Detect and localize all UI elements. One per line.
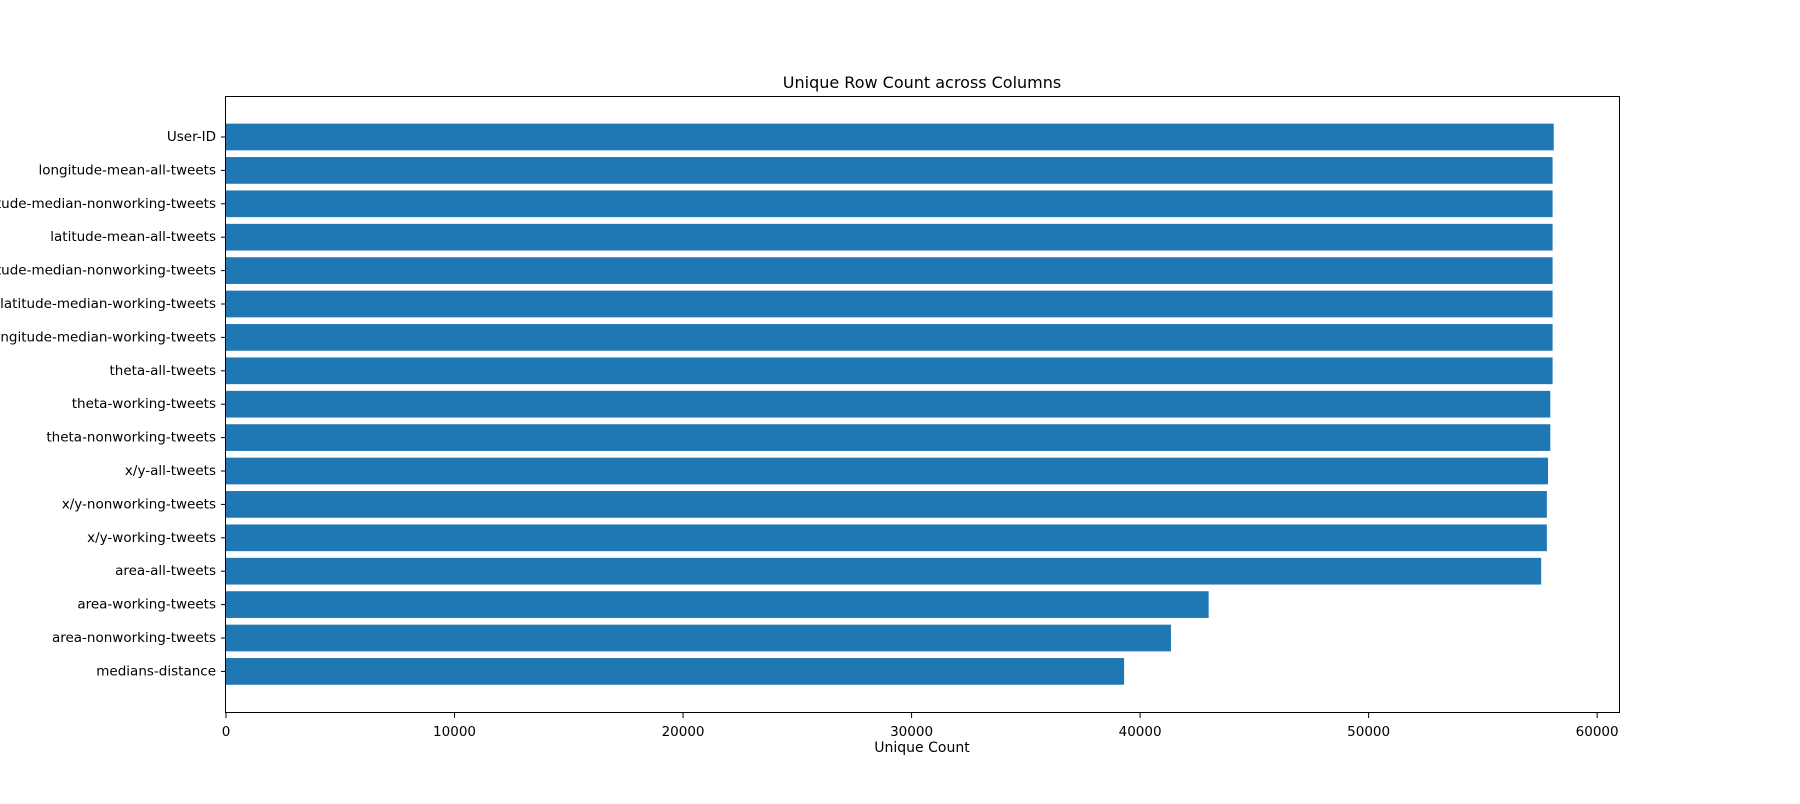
y-tick-label: longitude-median-working-tweets bbox=[0, 329, 216, 345]
y-tick-label: area-working-tweets bbox=[77, 597, 216, 613]
bar bbox=[226, 324, 1553, 351]
y-tick-label: latitude-mean-all-tweets bbox=[50, 229, 216, 245]
y-tick-label: longitude-median-nonworking-tweets bbox=[0, 196, 216, 212]
y-tick-label: x/y-nonworking-tweets bbox=[62, 496, 216, 512]
y-tick-label: area-all-tweets bbox=[115, 563, 216, 579]
bar bbox=[226, 390, 1551, 418]
x-tick-label: 60000 bbox=[1576, 724, 1619, 740]
bar bbox=[226, 557, 1542, 585]
bar bbox=[226, 491, 1547, 518]
bar bbox=[226, 457, 1549, 485]
y-tick-label: theta-all-tweets bbox=[109, 363, 216, 379]
x-tick-label: 30000 bbox=[890, 724, 933, 740]
bar bbox=[226, 524, 1547, 552]
y-tick-label: medians-distance bbox=[96, 663, 216, 679]
x-tick-label: 20000 bbox=[662, 724, 705, 740]
bar bbox=[226, 591, 1209, 618]
y-tick-label: theta-working-tweets bbox=[72, 396, 216, 412]
bar bbox=[226, 123, 1554, 151]
x-tick-label: 0 bbox=[222, 724, 231, 740]
y-tick-label: latitude-median-nonworking-tweets bbox=[0, 263, 216, 279]
x-tick-label: 10000 bbox=[433, 724, 476, 740]
x-tick-label: 40000 bbox=[1119, 724, 1162, 740]
bar bbox=[226, 424, 1551, 451]
bar bbox=[226, 157, 1553, 184]
chart-title: Unique Row Count across Columns bbox=[783, 73, 1061, 92]
y-tick-label: longitude-mean-all-tweets bbox=[38, 162, 216, 178]
bar bbox=[226, 190, 1553, 218]
y-axis: User-ID longitude-mean-all-tweets longitud… bbox=[0, 129, 226, 679]
y-tick-label: User-ID bbox=[167, 129, 216, 145]
bar bbox=[226, 658, 1125, 685]
bar bbox=[226, 357, 1553, 385]
bar bbox=[226, 290, 1553, 318]
y-tick-label: theta-nonworking-tweets bbox=[46, 430, 216, 446]
bar bbox=[226, 624, 1171, 652]
y-tick-label: x/y-working-tweets bbox=[87, 530, 216, 546]
x-axis-label: Unique Count bbox=[874, 740, 970, 756]
plot-frame bbox=[225, 96, 1620, 713]
bars-layer bbox=[226, 123, 1554, 685]
bar bbox=[226, 257, 1553, 284]
x-axis: 0 10000 20000 30000 40000 50000 60000 bbox=[222, 713, 1619, 740]
x-tick-label: 50000 bbox=[1347, 724, 1390, 740]
y-tick-label: latitude-median-working-tweets bbox=[0, 296, 216, 312]
bar bbox=[226, 223, 1553, 251]
y-tick-label: x/y-all-tweets bbox=[125, 463, 216, 479]
y-tick-label: area-nonworking-tweets bbox=[52, 630, 216, 646]
